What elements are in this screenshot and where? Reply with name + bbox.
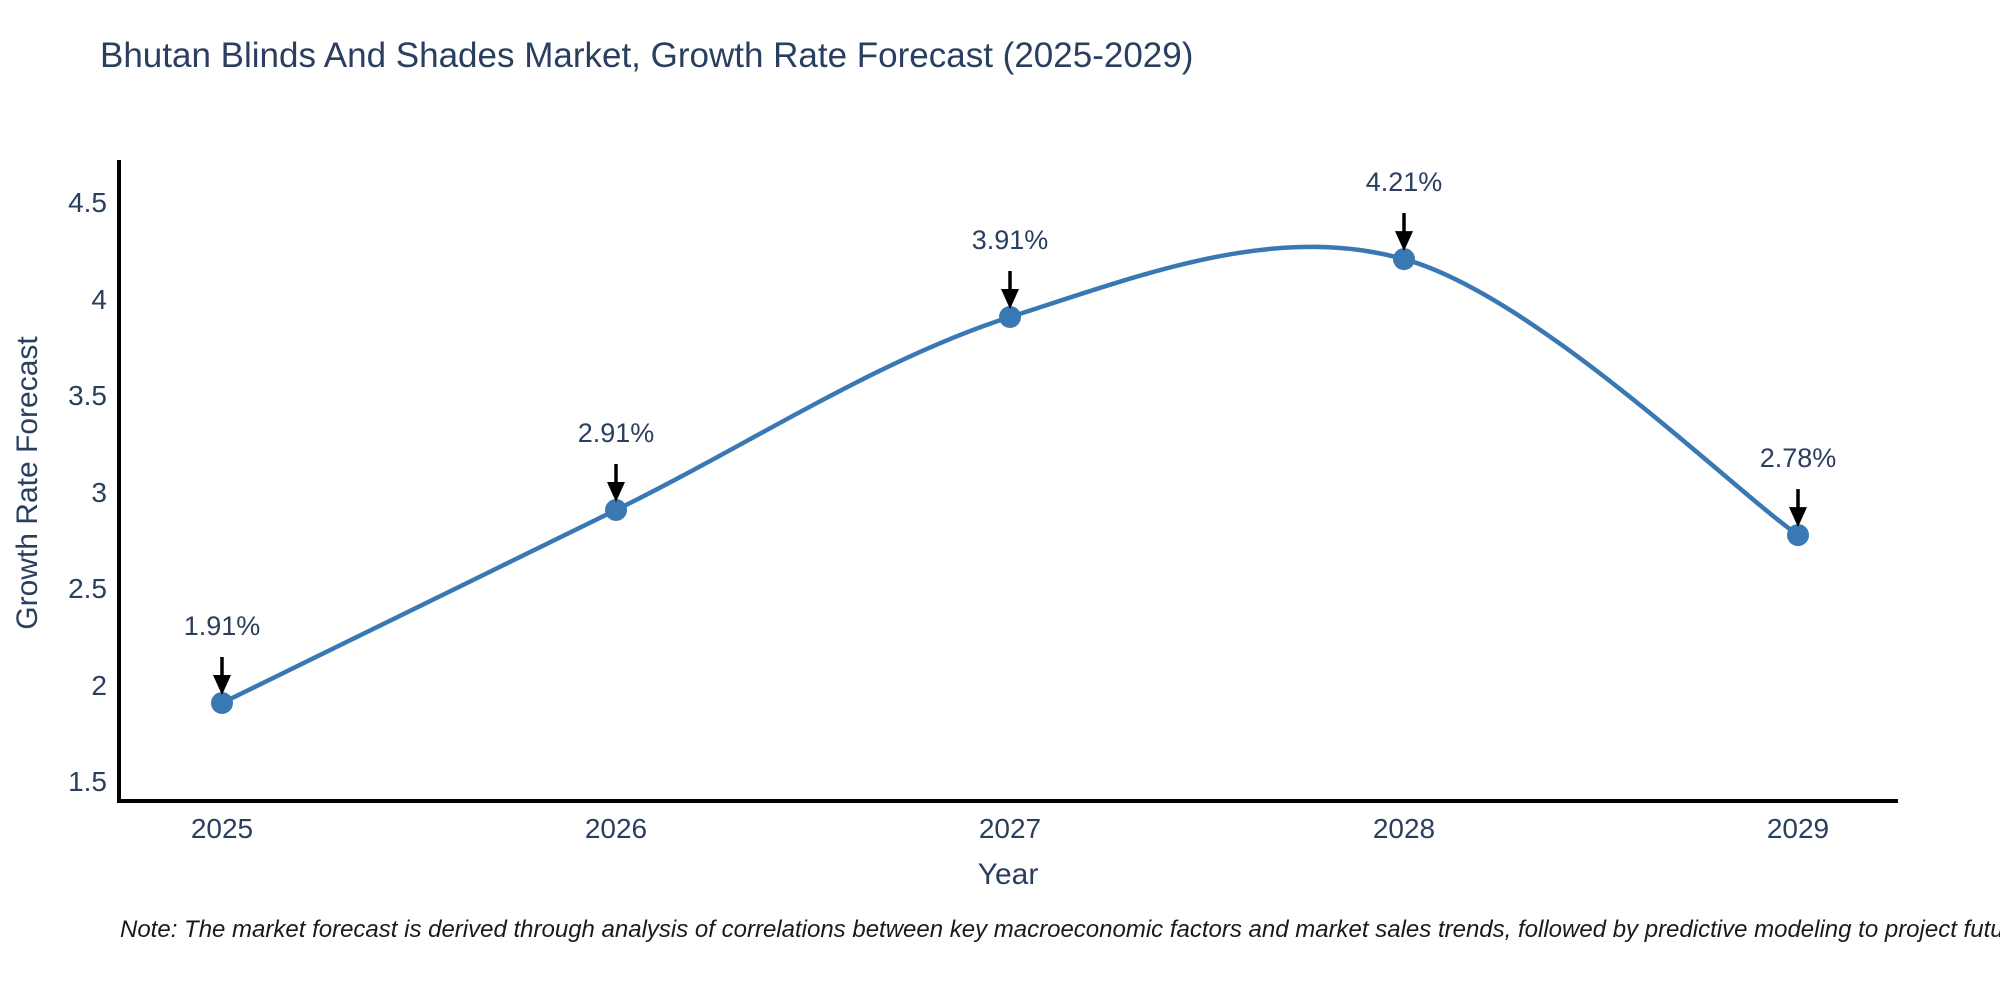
annotation-arrowhead-2026 (607, 482, 625, 502)
annotation-arrowhead-2025 (213, 675, 231, 695)
data-point-2025 (211, 692, 233, 714)
y-tick-label-4.5: 4.5 (68, 187, 107, 219)
x-tick-label-2028: 2028 (1372, 813, 1436, 844)
x-tick-label-2026: 2026 (584, 813, 648, 844)
y-tick-label-1.5: 1.5 (68, 766, 107, 798)
x-tick-label-2025: 2025 (190, 813, 254, 844)
annotation-arrowhead-2028 (1395, 231, 1413, 252)
x-axis-title: Year (977, 858, 1039, 891)
data-point-markers (211, 248, 1809, 714)
footnote: Note: The market forecast is derived thr… (120, 916, 2000, 943)
data-point-2029 (1787, 524, 1809, 547)
x-tick-label-2027: 2027 (978, 813, 1042, 844)
point-annotation-2025: 1.91% (183, 611, 261, 641)
point-annotation-2029: 2.78% (1759, 443, 1837, 474)
data-point-2027 (999, 306, 1021, 328)
y-tick-label-2.5: 2.5 (68, 573, 107, 605)
data-point-2028 (1393, 248, 1415, 271)
y-tick-label-3: 3 (91, 476, 107, 508)
point-annotation-2027: 3.91% (971, 225, 1049, 255)
point-annotation-2028: 4.21% (1365, 167, 1443, 198)
annotation-arrows (213, 213, 1807, 695)
chart-title: Bhutan Blinds And Shades Market, Growth … (100, 36, 1194, 75)
y-tick-label-2: 2 (91, 669, 107, 701)
y-tick-label-3.5: 3.5 (68, 380, 107, 412)
y-tick-label-4: 4 (91, 283, 107, 315)
annotation-arrowhead-2029 (1789, 507, 1807, 528)
point-annotation-2026: 2.91% (577, 418, 655, 448)
x-tick-label-2029: 2029 (1766, 813, 1830, 844)
annotation-arrowhead-2027 (1001, 289, 1019, 309)
data-point-2026 (605, 499, 627, 521)
